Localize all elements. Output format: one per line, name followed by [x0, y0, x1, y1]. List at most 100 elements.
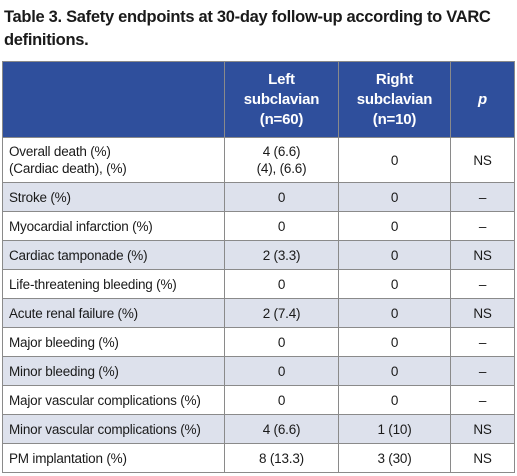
p-value: –	[478, 392, 487, 408]
header-blank-cell	[2, 61, 225, 138]
left-value-cell: 0	[224, 327, 339, 357]
endpoint-cell: Cardiac tamponade (%)	[2, 240, 225, 270]
endpoint-label: PM implantation (%)	[9, 450, 127, 466]
p-value-cell: NS	[450, 443, 515, 473]
header-p-value-label: p	[478, 90, 487, 108]
p-value-cell: NS	[450, 137, 515, 183]
right-value: 1 (10)	[377, 421, 412, 437]
table-row: Stroke (%) 0 0 –	[2, 182, 515, 212]
right-value: 0	[390, 392, 399, 408]
endpoint-cell: Acute renal failure (%)	[2, 298, 225, 328]
endpoint-cell: Myocardial infarction (%)	[2, 211, 225, 241]
right-value-cell: 1 (10)	[338, 414, 451, 444]
endpoint-cell: Major vascular complications (%)	[2, 385, 225, 415]
left-value-cell: 2 (3.3)	[224, 240, 339, 270]
table-caption: Table 3. Safety endpoints at 30-day foll…	[4, 8, 491, 49]
table-header-row: Left subclavian (n=60) Right subclavian …	[2, 61, 515, 138]
endpoint-label: Stroke (%)	[9, 189, 71, 205]
p-value-cell: NS	[450, 240, 515, 270]
p-value: NS	[473, 305, 492, 321]
header-right-subclavian: Right subclavian (n=10)	[338, 61, 451, 138]
p-value-cell: –	[450, 269, 515, 299]
right-value: 0	[390, 363, 399, 379]
table-row: Overall death (%) (Cardiac death), (%) 4…	[2, 137, 515, 183]
endpoint-label: Myocardial infarction (%)	[9, 218, 153, 234]
left-value: 0	[277, 189, 286, 205]
right-value: 0	[390, 218, 399, 234]
endpoint-cell: Minor vascular complications (%)	[2, 414, 225, 444]
left-value-cell: 0	[224, 356, 339, 386]
table-row: Minor bleeding (%) 0 0 –	[2, 356, 515, 386]
p-value-cell: –	[450, 327, 515, 357]
left-value: 0	[277, 392, 286, 408]
table-row: Minor vascular complications (%) 4 (6.6)…	[2, 414, 515, 444]
left-value: 0	[277, 218, 286, 234]
p-value: NS	[473, 247, 492, 263]
left-value: 0	[277, 276, 286, 292]
right-value: 0	[390, 334, 399, 350]
endpoint-label: Life-threatening bleeding (%)	[9, 276, 177, 292]
left-value: 2 (3.3)	[262, 247, 301, 263]
p-value: NS	[473, 450, 492, 466]
right-value-cell: 0	[338, 327, 451, 357]
endpoint-label: Major bleeding (%)	[9, 334, 119, 350]
p-value-cell: –	[450, 211, 515, 241]
right-value: 0	[390, 247, 399, 263]
endpoint-cell: Stroke (%)	[2, 182, 225, 212]
table-row: Life-threatening bleeding (%) 0 0 –	[2, 269, 515, 299]
p-value-cell: NS	[450, 414, 515, 444]
p-value: –	[478, 363, 487, 379]
endpoint-cell: Minor bleeding (%)	[2, 356, 225, 386]
safety-endpoints-table: Left subclavian (n=60) Right subclavian …	[2, 61, 515, 473]
right-value: 0	[390, 276, 399, 292]
left-value-cell: 0	[224, 182, 339, 212]
p-value: –	[478, 334, 487, 350]
table-row: Cardiac tamponade (%) 2 (3.3) 0 NS	[2, 240, 515, 270]
right-value-cell: 0	[338, 298, 451, 328]
table-row: Acute renal failure (%) 2 (7.4) 0 NS	[2, 298, 515, 328]
left-value: 8 (13.3)	[259, 450, 304, 466]
right-value-cell: 0	[338, 269, 451, 299]
endpoint-label: Minor bleeding (%)	[9, 363, 119, 379]
right-value-cell: 0	[338, 211, 451, 241]
endpoint-cell: Major bleeding (%)	[2, 327, 225, 357]
table-row: Major vascular complications (%) 0 0 –	[2, 385, 515, 415]
p-value: –	[478, 218, 487, 234]
left-value: 0	[277, 363, 286, 379]
p-value-cell: –	[450, 385, 515, 415]
p-value: NS	[473, 421, 492, 437]
p-value-cell: NS	[450, 298, 515, 328]
endpoint-cell: Overall death (%) (Cardiac death), (%)	[2, 137, 225, 183]
left-value-cell: 4 (6.6)	[224, 414, 339, 444]
endpoint-label: Cardiac tamponade (%)	[9, 247, 148, 263]
right-value: 0	[390, 152, 399, 168]
p-value: –	[478, 276, 487, 292]
right-value-cell: 0	[338, 182, 451, 212]
left-value: 4 (6.6)	[262, 421, 301, 437]
right-value-cell: 0	[338, 240, 451, 270]
left-value: 2 (7.4)	[262, 305, 301, 321]
header-left-subclavian-label: Left subclavian (n=60)	[243, 70, 320, 128]
left-value-cell: 4 (6.6) (4), (6.6)	[224, 137, 339, 183]
endpoint-label: Acute renal failure (%)	[9, 305, 138, 321]
left-value-cell: 0	[224, 211, 339, 241]
left-value: 4 (6.6) (4), (6.6)	[256, 144, 307, 176]
left-value-cell: 0	[224, 269, 339, 299]
endpoint-cell: Life-threatening bleeding (%)	[2, 269, 225, 299]
table-row: Major bleeding (%) 0 0 –	[2, 327, 515, 357]
right-value-cell: 0	[338, 356, 451, 386]
right-value: 3 (30)	[377, 450, 412, 466]
right-value-cell: 3 (30)	[338, 443, 451, 473]
endpoint-cell: PM implantation (%)	[2, 443, 225, 473]
table-row: PM implantation (%) 8 (13.3) 3 (30) NS	[2, 443, 515, 473]
right-value-cell: 0	[338, 137, 451, 183]
header-left-subclavian: Left subclavian (n=60)	[224, 61, 339, 138]
endpoint-label: Major vascular complications (%)	[9, 392, 201, 408]
endpoint-label: Overall death (%) (Cardiac death), (%)	[9, 144, 127, 176]
right-value: 0	[390, 189, 399, 205]
right-value: 0	[390, 305, 399, 321]
table-row: Myocardial infarction (%) 0 0 –	[2, 211, 515, 241]
right-value-cell: 0	[338, 385, 451, 415]
p-value-cell: –	[450, 182, 515, 212]
p-value: –	[478, 189, 487, 205]
